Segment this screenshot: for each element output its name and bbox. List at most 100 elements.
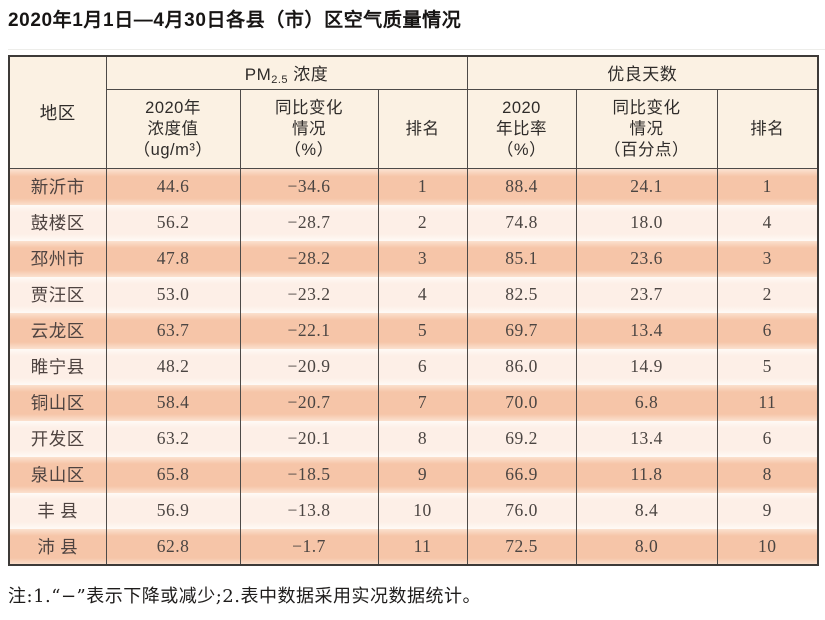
region-cell: 铜山区 — [8, 384, 107, 421]
pm-value-cell: 58.4 — [105, 384, 241, 421]
ratio-cell: 70.0 — [466, 384, 577, 421]
table-row: 云龙区 63.7 −22.1 5 69.7 13.4 6 — [8, 312, 819, 349]
ratio-rank-cell: 6 — [716, 312, 819, 349]
table-row: 丰 县 56.9 −13.8 10 76.0 8.4 9 — [8, 492, 819, 529]
header-group-row: 地区 PM2.5 浓度 优良天数 — [8, 55, 819, 170]
table-row: 贾汪区 53.0 −23.2 4 82.5 23.7 2 — [8, 276, 819, 313]
ratio-cell: 66.9 — [466, 456, 577, 493]
ratio-rank-cell: 9 — [716, 492, 819, 529]
good-days-group-header: 优良天数 — [466, 55, 819, 91]
table-row: 邳州市 47.8 −28.2 3 85.1 23.6 3 — [8, 240, 819, 277]
ratio-rank-cell: 8 — [716, 456, 819, 493]
pm-rank-cell: 10 — [377, 492, 468, 529]
pm-rank-column-header: 排名 — [377, 89, 468, 170]
pm-change-cell: −20.1 — [239, 420, 379, 457]
pm25-group-header: PM2.5 浓度 — [105, 55, 468, 91]
pm-value-cell: 56.9 — [105, 492, 241, 529]
pm-change-cell: −20.7 — [239, 384, 379, 421]
pm-change-cell: −28.7 — [239, 204, 379, 241]
pm-change-cell: −34.6 — [239, 168, 379, 205]
ratio-cell: 69.7 — [466, 312, 577, 349]
pm-value-cell: 47.8 — [105, 240, 241, 277]
pm-change-cell: −20.9 — [239, 348, 379, 385]
pm-rank-cell: 3 — [377, 240, 468, 277]
pm-value-cell: 65.8 — [105, 456, 241, 493]
pm-rank-cell: 11 — [377, 528, 468, 565]
pm-value-cell: 56.2 — [105, 204, 241, 241]
region-cell: 贾汪区 — [8, 276, 107, 313]
ratio-rank-cell: 4 — [716, 204, 819, 241]
region-cell: 睢宁县 — [8, 348, 107, 385]
pm-change-cell: −13.8 — [239, 492, 379, 529]
ratio-cell: 85.1 — [466, 240, 577, 277]
pm-change-cell: −1.7 — [239, 528, 379, 565]
table-row: 新沂市 44.6 −34.6 1 88.4 24.1 1 — [8, 168, 819, 205]
region-cell: 鼓楼区 — [8, 204, 107, 241]
ratio-change-cell: 8.0 — [575, 528, 718, 565]
ratio-change-cell: 18.0 — [575, 204, 718, 241]
pm25-label-prefix: PM — [244, 64, 272, 84]
header-sub-row: 2020年 浓度值 （ug/m³） 同比变化 情况 （%） 排名 2020 年比… — [9, 89, 819, 170]
pm-rank-cell: 6 — [377, 348, 468, 385]
ratio-change-cell: 8.4 — [575, 492, 718, 529]
pm-value-cell: 63.7 — [105, 312, 241, 349]
ratio-change-cell: 11.8 — [575, 456, 718, 493]
pm-value-cell: 53.0 — [105, 276, 241, 313]
table-header: 地区 PM2.5 浓度 优良天数 2020年 浓度值 （ug/m³） 同比变化 … — [8, 55, 819, 170]
pm-rank-cell: 4 — [377, 276, 468, 313]
pm25-subscript: 2.5 — [271, 73, 289, 86]
ratio-change-cell: 13.4 — [575, 312, 718, 349]
pm-change-cell: −18.5 — [239, 456, 379, 493]
pm25-label-suffix: 浓度 — [288, 64, 329, 84]
ratio-cell: 86.0 — [466, 348, 577, 385]
ratio-rank-cell: 3 — [716, 240, 819, 277]
pm-value-cell: 62.8 — [105, 528, 241, 565]
region-cell: 丰 县 — [8, 492, 107, 529]
ratio-change-cell: 24.1 — [575, 168, 718, 205]
table-row: 泉山区 65.8 −18.5 9 66.9 11.8 8 — [8, 456, 819, 493]
region-cell: 云龙区 — [8, 312, 107, 349]
pm-value-column-header: 2020年 浓度值 （ug/m³） — [105, 89, 241, 170]
ratio-change-cell: 14.9 — [575, 348, 718, 385]
ratio-cell: 69.2 — [466, 420, 577, 457]
pm-rank-cell: 5 — [377, 312, 468, 349]
title-divider — [8, 48, 825, 50]
pm-value-cell: 63.2 — [105, 420, 241, 457]
ratio-rank-column-header: 排名 — [716, 89, 819, 170]
ratio-rank-cell: 1 — [716, 168, 819, 205]
region-cell: 沛 县 — [8, 528, 107, 565]
region-cell: 邳州市 — [8, 240, 107, 277]
air-quality-table: 地区 PM2.5 浓度 优良天数 2020年 浓度值 （ug/m³） 同比变化 … — [8, 54, 820, 566]
table-row: 睢宁县 48.2 −20.9 6 86.0 14.9 5 — [8, 348, 819, 385]
table-row: 铜山区 58.4 −20.7 7 70.0 6.8 11 — [8, 384, 819, 421]
region-cell: 泉山区 — [8, 456, 107, 493]
pm-rank-cell: 7 — [377, 384, 468, 421]
table-row: 开发区 63.2 −20.1 8 69.2 13.4 6 — [8, 420, 819, 457]
ratio-change-cell: 23.7 — [575, 276, 718, 313]
ratio-cell: 88.4 — [466, 168, 577, 205]
pm-change-cell: −28.2 — [239, 240, 379, 277]
ratio-rank-cell: 5 — [716, 348, 819, 385]
pm-change-cell: −22.1 — [239, 312, 379, 349]
table-row: 鼓楼区 56.2 −28.7 2 74.8 18.0 4 — [8, 204, 819, 241]
pm-rank-cell: 1 — [377, 168, 468, 205]
ratio-cell: 82.5 — [466, 276, 577, 313]
pm-change-column-header: 同比变化 情况 （%） — [239, 89, 379, 170]
region-cell: 开发区 — [8, 420, 107, 457]
pm-value-cell: 48.2 — [105, 348, 241, 385]
pm-rank-cell: 9 — [377, 456, 468, 493]
ratio-change-column-header: 同比变化 情况 （百分点） — [575, 89, 718, 170]
ratio-cell: 76.0 — [466, 492, 577, 529]
table-row: 沛 县 62.8 −1.7 11 72.5 8.0 10 — [8, 528, 819, 565]
pm-change-cell: −23.2 — [239, 276, 379, 313]
pm-rank-cell: 2 — [377, 204, 468, 241]
ratio-column-header: 2020 年比率 （%） — [466, 89, 577, 170]
pm-rank-cell: 8 — [377, 420, 468, 457]
region-cell: 新沂市 — [8, 168, 107, 205]
ratio-cell: 74.8 — [466, 204, 577, 241]
ratio-rank-cell: 6 — [716, 420, 819, 457]
footnote: 注:1.“−”表示下降或减少;2.表中数据采用实况数据统计。 — [8, 585, 481, 607]
region-column-header: 地区 — [8, 55, 107, 170]
ratio-rank-cell: 11 — [716, 384, 819, 421]
